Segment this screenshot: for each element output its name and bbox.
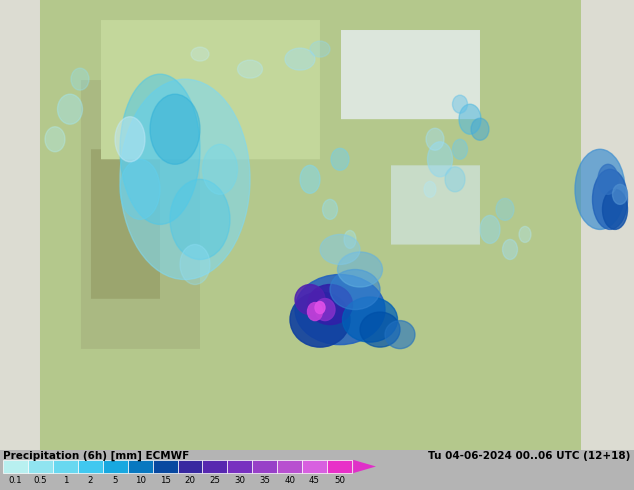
Bar	[103, 460, 127, 473]
Text: 20: 20	[184, 476, 195, 485]
Ellipse shape	[331, 148, 349, 171]
Ellipse shape	[120, 74, 200, 224]
Bar	[127, 460, 153, 473]
Bar	[78, 460, 103, 473]
Bar	[53, 460, 78, 473]
Ellipse shape	[290, 292, 350, 347]
Bar	[202, 460, 228, 473]
Ellipse shape	[295, 285, 325, 315]
Ellipse shape	[445, 167, 465, 192]
Text: Precipitation (6h) [mm] ECMWF: Precipitation (6h) [mm] ECMWF	[3, 451, 190, 461]
Ellipse shape	[360, 312, 400, 347]
Text: 2: 2	[87, 476, 93, 485]
Ellipse shape	[58, 94, 82, 124]
Ellipse shape	[575, 149, 625, 229]
Text: 30: 30	[235, 476, 245, 485]
Ellipse shape	[453, 139, 467, 159]
Ellipse shape	[150, 94, 200, 164]
Ellipse shape	[315, 298, 335, 320]
Polygon shape	[353, 460, 376, 473]
Ellipse shape	[612, 184, 628, 204]
Ellipse shape	[320, 234, 360, 265]
Ellipse shape	[170, 179, 230, 260]
Ellipse shape	[45, 127, 65, 152]
Bar	[153, 460, 178, 473]
Ellipse shape	[307, 302, 323, 320]
Ellipse shape	[503, 240, 517, 260]
Ellipse shape	[202, 144, 238, 195]
Ellipse shape	[120, 159, 160, 220]
Ellipse shape	[120, 79, 250, 279]
Text: 50: 50	[334, 476, 345, 485]
Bar	[3, 460, 28, 473]
Ellipse shape	[180, 245, 210, 285]
Ellipse shape	[285, 48, 315, 70]
Ellipse shape	[115, 117, 145, 162]
Ellipse shape	[191, 47, 209, 61]
Text: 25: 25	[209, 476, 221, 485]
Bar	[178, 460, 202, 473]
Ellipse shape	[453, 95, 467, 113]
Ellipse shape	[427, 142, 453, 177]
Ellipse shape	[344, 230, 356, 248]
Text: 5: 5	[112, 476, 118, 485]
Ellipse shape	[337, 252, 382, 287]
Ellipse shape	[342, 297, 398, 342]
Ellipse shape	[471, 118, 489, 140]
Text: 0.5: 0.5	[34, 476, 48, 485]
Ellipse shape	[602, 189, 628, 229]
Text: 40: 40	[284, 476, 295, 485]
Bar	[302, 460, 327, 473]
Ellipse shape	[496, 198, 514, 220]
Text: 15: 15	[160, 476, 171, 485]
Text: 0.1: 0.1	[9, 476, 22, 485]
Ellipse shape	[459, 104, 481, 134]
Text: 35: 35	[259, 476, 270, 485]
Bar	[252, 460, 277, 473]
Ellipse shape	[238, 60, 262, 78]
Bar	[228, 460, 252, 473]
Ellipse shape	[385, 320, 415, 349]
Ellipse shape	[307, 285, 353, 324]
Ellipse shape	[424, 181, 436, 197]
Ellipse shape	[598, 164, 618, 195]
Text: 45: 45	[309, 476, 320, 485]
Ellipse shape	[71, 68, 89, 90]
Ellipse shape	[426, 128, 444, 150]
Text: Tu 04-06-2024 00..06 UTC (12+18): Tu 04-06-2024 00..06 UTC (12+18)	[429, 451, 631, 461]
Bar	[28, 460, 53, 473]
Ellipse shape	[480, 216, 500, 244]
Ellipse shape	[310, 41, 330, 57]
Bar	[327, 460, 352, 473]
Ellipse shape	[593, 170, 628, 229]
Ellipse shape	[295, 274, 385, 344]
Ellipse shape	[519, 226, 531, 243]
Text: 1: 1	[63, 476, 68, 485]
Ellipse shape	[300, 165, 320, 194]
Ellipse shape	[323, 199, 337, 220]
Ellipse shape	[330, 270, 380, 310]
Text: 10: 10	[134, 476, 146, 485]
Bar	[277, 460, 302, 473]
Ellipse shape	[315, 301, 325, 314]
